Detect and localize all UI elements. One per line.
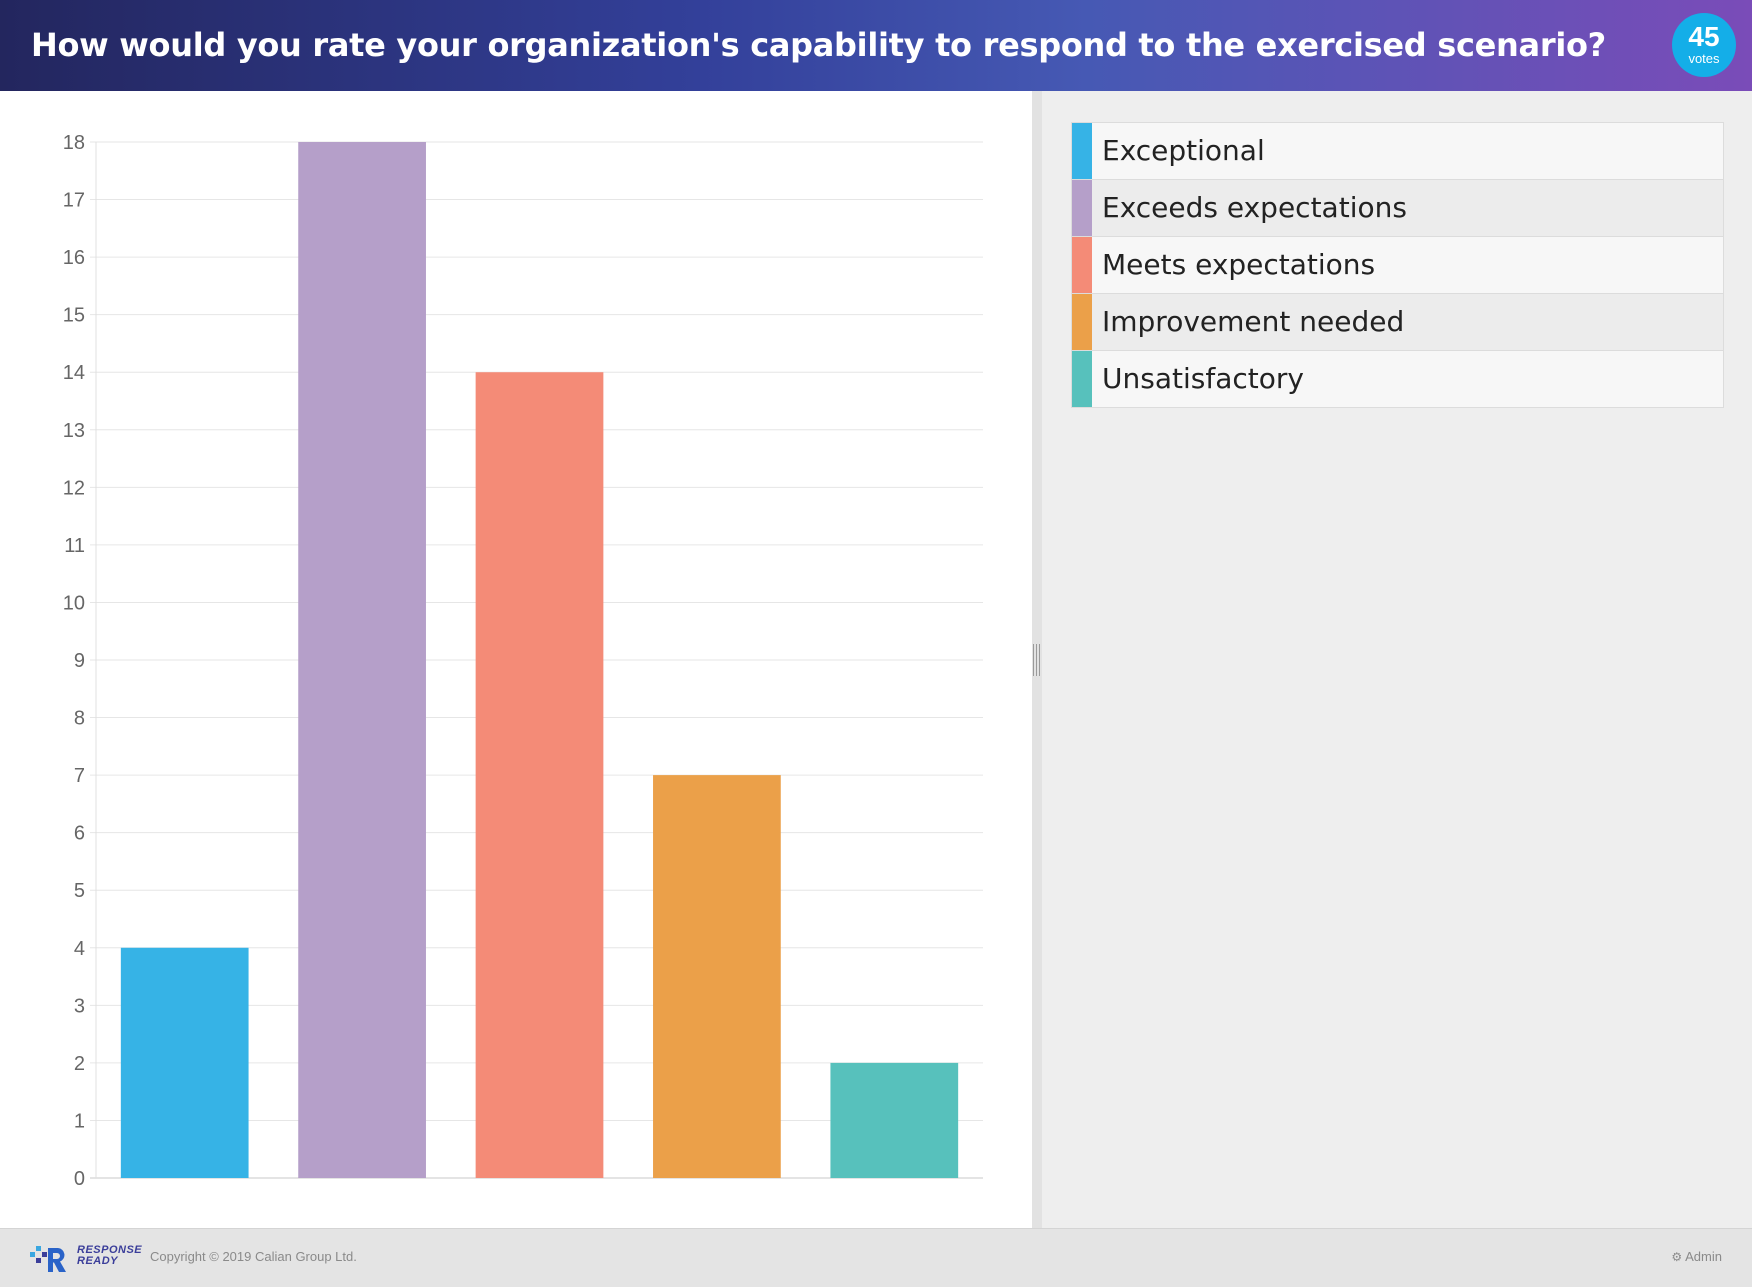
y-tick-label: 12 [63,477,85,499]
legend-label: Exceeds expectations [1102,191,1407,224]
logo-line-2: READY [77,1255,119,1267]
bar-exceptional[interactable] [120,947,249,1178]
header-bar: How would you rate your organization's c… [0,0,1752,91]
bar-unsatisfactory[interactable] [830,1062,959,1178]
response-ready-logo-icon [30,1246,66,1272]
y-tick-label: 14 [63,362,85,384]
y-tick-label: 7 [74,765,85,787]
legend-swatch [1072,180,1092,236]
legend-item-exceptional: Exceptional [1072,123,1723,180]
copyright-text: Copyright © 2019 Calian Group Ltd. [150,1249,357,1264]
gear-icon: ⚙ [1671,1250,1683,1264]
y-tick-label: 6 [74,823,85,845]
legend-list: Exceptional Exceeds expectations Meets e… [1071,122,1724,408]
y-tick-label: 4 [74,938,85,960]
vote-count: 45 [1688,21,1720,52]
legend-swatch [1072,294,1092,350]
y-tick-label: 15 [63,305,85,327]
y-tick-label: 5 [74,880,85,902]
legend-label: Unsatisfactory [1102,362,1304,395]
legend-swatch [1072,123,1092,179]
legend-swatch [1072,351,1092,407]
y-tick-label: 10 [63,592,85,614]
bar-meets-expectations[interactable] [475,372,604,1178]
admin-label: Admin [1685,1249,1722,1264]
legend-label: Exceptional [1102,134,1265,167]
y-tick-label: 1 [74,1110,85,1132]
admin-link[interactable]: ⚙ Admin [1671,1249,1722,1264]
y-tick-label: 13 [63,420,85,442]
y-tick-label: 2 [74,1053,85,1075]
y-tick-label: 9 [74,650,85,672]
y-tick-label: 8 [74,708,85,730]
question-title: How would you rate your organization's c… [31,26,1606,64]
y-tick-label: 17 [63,190,85,212]
y-tick-label: 0 [74,1168,85,1190]
resize-handle-icon[interactable] [1033,644,1040,676]
y-tick-label: 18 [63,132,85,154]
logo-text: RESPONSE READY [77,1245,142,1267]
y-tick-label: 3 [74,995,85,1017]
legend-item-exceeds-expectations: Exceeds expectations [1072,180,1723,237]
vote-label: votes [1688,51,1720,66]
legend-label: Improvement needed [1102,305,1405,338]
legend-item-meets-expectations: Meets expectations [1072,237,1723,294]
y-tick-label: 11 [64,535,85,557]
y-tick-label: 16 [63,247,85,269]
legend-swatch [1072,237,1092,293]
legend-label: Meets expectations [1102,248,1376,281]
legend-item-improvement-needed: Improvement needed [1072,294,1723,351]
bar-exceeds-expectations[interactable] [298,142,426,1178]
legend-item-unsatisfactory: Unsatisfactory [1072,351,1723,408]
bar-improvement-needed[interactable] [653,775,781,1178]
vote-count-badge: 45 votes [1672,13,1736,77]
chart-panel: 0 1 2 3 4 5 6 7 8 9 10 11 12 13 14 15 16 17 18 [0,91,1032,1228]
footer: RESPONSE READY Copyright © 2019 Calian G… [0,1228,1752,1287]
logo-line-1: RESPONSE [77,1244,143,1256]
